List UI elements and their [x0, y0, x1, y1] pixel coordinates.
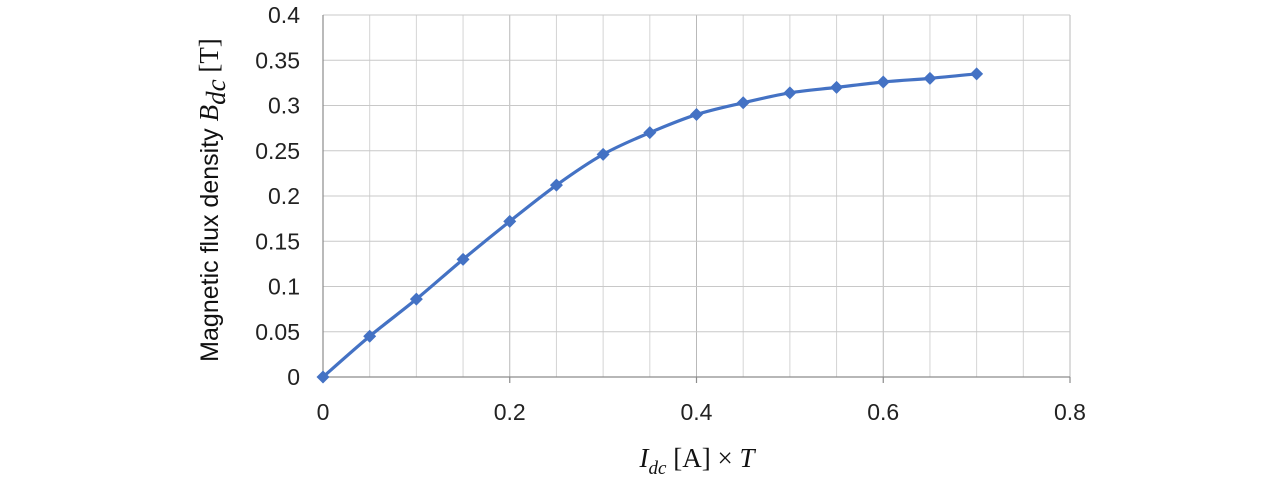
data-point	[923, 71, 937, 85]
x-tick-label: 0.8	[1054, 399, 1086, 425]
data-point	[830, 80, 844, 94]
x-tick-label: 0.4	[681, 399, 713, 425]
y-axis-label-symbol: B	[194, 105, 224, 122]
data-point	[549, 178, 563, 192]
y-tick-label: 0	[287, 364, 300, 390]
x-axis-label-symbol: I	[639, 443, 651, 473]
x-axis-label-factor: T	[739, 443, 756, 473]
y-tick-label: 0.2	[268, 183, 300, 209]
series	[316, 67, 984, 384]
data-point	[456, 252, 470, 266]
data-point	[736, 96, 750, 110]
data-point	[876, 75, 890, 89]
y-tick-label: 0.4	[268, 2, 300, 28]
y-tick-label: 0.35	[255, 47, 300, 73]
y-tick-label: 0.3	[268, 93, 300, 119]
y-axis-label-unit: [T]	[194, 38, 224, 79]
y-axis-label-subscript: dc	[201, 79, 231, 105]
data-point	[316, 370, 330, 384]
data-point	[783, 86, 797, 100]
y-tick-label: 0.15	[255, 228, 300, 254]
data-point	[596, 147, 610, 161]
x-tick-label: 0.6	[867, 399, 899, 425]
y-tick-label: 0.05	[255, 319, 300, 345]
x-axis-label: Idc [A] × T	[639, 443, 757, 479]
y-tick-label: 0.1	[268, 274, 300, 300]
y-axis-label-text: Magnetic flux density	[196, 121, 224, 361]
data-point	[970, 67, 984, 81]
tick-labels: 0 0.2 0.4 0.6 0.8 0 0.05 0.1 0.15 0.2 0.25 0.3 0.35 0…	[255, 2, 1086, 425]
x-axis-label-subscript: dc	[649, 458, 668, 479]
axes	[322, 15, 1071, 383]
y-tick-label: 0.25	[255, 138, 300, 164]
data-point	[643, 126, 657, 140]
data-point	[503, 214, 517, 228]
x-axis-label-unit: [A] ×	[666, 443, 739, 473]
x-tick-label: 0.2	[494, 399, 526, 425]
data-point	[409, 292, 423, 306]
data-point	[690, 108, 703, 122]
gridlines	[323, 14, 1071, 377]
data-point	[363, 329, 377, 343]
y-axis-label: Magnetic flux density Bdc [T]	[194, 38, 231, 362]
x-tick-label: 0	[317, 399, 330, 425]
